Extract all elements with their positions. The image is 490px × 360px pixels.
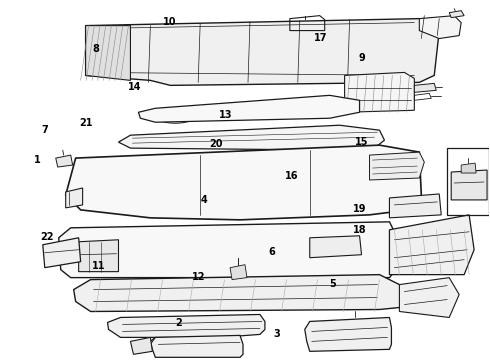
Text: 4: 4: [200, 195, 207, 205]
Text: 16: 16: [285, 171, 298, 181]
Text: 11: 11: [92, 261, 105, 271]
Text: 7: 7: [42, 125, 48, 135]
Circle shape: [327, 336, 333, 342]
Text: 14: 14: [128, 82, 142, 92]
Text: 21: 21: [79, 118, 93, 128]
Text: 10: 10: [163, 17, 176, 27]
Text: 2: 2: [176, 319, 182, 328]
Polygon shape: [107, 315, 265, 337]
Polygon shape: [449, 11, 464, 18]
Polygon shape: [415, 84, 436, 92]
Polygon shape: [344, 72, 415, 112]
Polygon shape: [399, 278, 459, 318]
Text: 3: 3: [273, 329, 280, 339]
Polygon shape: [66, 145, 421, 220]
Polygon shape: [369, 152, 424, 180]
Polygon shape: [78, 240, 119, 272]
Polygon shape: [130, 337, 152, 354]
Polygon shape: [56, 155, 73, 167]
Polygon shape: [86, 19, 439, 85]
Polygon shape: [390, 215, 474, 275]
Polygon shape: [310, 236, 362, 258]
Text: 5: 5: [329, 279, 336, 289]
Text: 8: 8: [93, 44, 99, 54]
Text: 17: 17: [314, 33, 327, 43]
Text: 6: 6: [269, 247, 275, 257]
Polygon shape: [43, 238, 81, 268]
Polygon shape: [59, 222, 394, 278]
Polygon shape: [74, 275, 419, 311]
Polygon shape: [66, 188, 83, 208]
Polygon shape: [230, 265, 247, 280]
Polygon shape: [150, 336, 243, 357]
Text: 19: 19: [353, 204, 367, 214]
Polygon shape: [119, 125, 385, 150]
Polygon shape: [419, 15, 461, 39]
Polygon shape: [138, 95, 360, 122]
Text: 13: 13: [219, 111, 232, 121]
Polygon shape: [305, 318, 392, 351]
Text: 22: 22: [41, 232, 54, 242]
Circle shape: [349, 336, 356, 342]
Text: 18: 18: [353, 225, 367, 235]
Circle shape: [372, 336, 378, 342]
Text: 12: 12: [192, 272, 205, 282]
Polygon shape: [86, 26, 130, 80]
Polygon shape: [390, 194, 441, 218]
Text: 20: 20: [209, 139, 222, 149]
Text: 9: 9: [359, 53, 366, 63]
Text: 15: 15: [355, 138, 369, 147]
Polygon shape: [461, 163, 476, 173]
Polygon shape: [451, 170, 487, 200]
Text: 1: 1: [34, 155, 41, 165]
